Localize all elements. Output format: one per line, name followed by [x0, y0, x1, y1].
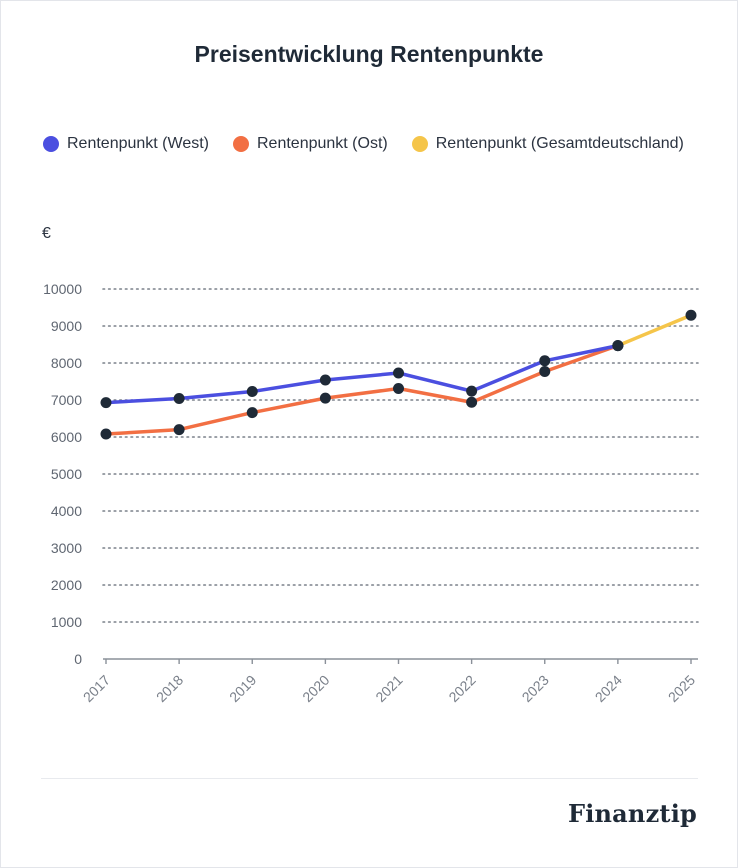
chart-title: Preisentwicklung Rentenpunkte: [194, 41, 544, 67]
x-tick-label: 2020: [299, 672, 332, 705]
series-line-2: [616, 313, 693, 348]
y-tick-label: 8000: [51, 355, 82, 371]
y-tick-label: 6000: [51, 429, 82, 445]
data-point-series1-2020[interactable]: [319, 392, 331, 404]
y-tick-label: 5000: [51, 466, 82, 482]
data-markers: [100, 309, 697, 440]
data-point-series1-2023[interactable]: [539, 366, 551, 378]
data-point-series0-2021[interactable]: [393, 367, 404, 379]
x-tick-labels: 2017 2018 2019 2020 2021 2022 2023 2024 2025: [80, 659, 698, 705]
legend-label-ost: Rentenpunkt (Ost): [257, 135, 388, 152]
legend-item-west[interactable]: Rentenpunkt (West): [43, 135, 209, 153]
data-point-series0-2022[interactable]: [466, 385, 478, 397]
x-tick-label: 2018: [153, 672, 186, 705]
y-tick-label: 3000: [51, 540, 82, 556]
data-point-series1-2018[interactable]: [173, 424, 185, 436]
data-point-series0-2019[interactable]: [246, 385, 258, 397]
data-point-series2-2024[interactable]: [612, 340, 624, 352]
legend-swatch-ost: [233, 136, 249, 152]
data-point-series0-2017[interactable]: [100, 397, 112, 409]
legend-swatch-gesamt: [411, 136, 428, 152]
data-point-series0-2018[interactable]: [173, 393, 185, 405]
y-tick-label: 1000: [51, 614, 82, 630]
y-tick-label: 4000: [51, 503, 82, 519]
chart-legend: Rentenpunkt (West) Rentenpunkt (Ost) Ren…: [43, 135, 684, 153]
x-tick-label: 2025: [665, 672, 698, 705]
x-tick-label: 2017: [80, 672, 113, 705]
y-tick-label: 0: [74, 651, 82, 667]
y-axis-unit-label: €: [42, 225, 51, 242]
gridlines: [102, 288, 699, 623]
data-point-series1-2021[interactable]: [393, 383, 404, 395]
series-line-0: [104, 343, 620, 405]
y-tick-label: 7000: [51, 392, 82, 408]
data-point-series1-2019[interactable]: [246, 407, 258, 419]
series-lines: [104, 313, 693, 436]
legend-item-gesamt[interactable]: Rentenpunkt (Gesamtdeutschland): [411, 135, 684, 153]
x-tick-label: 2019: [226, 672, 259, 705]
y-tick-labels: 0 1000 2000 3000 4000 5000 6000 7000 8000 9000 100…: [43, 281, 82, 667]
footer-divider: [41, 778, 698, 779]
x-tick-label: 2022: [445, 672, 478, 705]
data-point-series2-2025[interactable]: [685, 309, 697, 321]
finanztip-logo: Finanztip: [567, 799, 697, 828]
data-point-series0-2020[interactable]: [319, 374, 331, 386]
data-point-series0-2023[interactable]: [539, 355, 551, 367]
y-tick-label: 10000: [43, 281, 82, 297]
data-point-series1-2017[interactable]: [100, 428, 112, 440]
data-point-series1-2022[interactable]: [466, 396, 478, 408]
legend-label-west: Rentenpunkt (West): [67, 135, 209, 152]
legend-swatch-west: [43, 136, 59, 152]
y-tick-label: 2000: [51, 577, 82, 593]
x-tick-label: 2021: [372, 672, 405, 705]
legend-label-gesamt: Rentenpunkt (Gesamtdeutschland): [435, 135, 684, 152]
legend-item-ost[interactable]: Rentenpunkt (Ost): [233, 135, 388, 153]
series-line-1: [104, 343, 620, 436]
y-tick-label: 9000: [51, 318, 82, 334]
x-tick-label: 2023: [519, 672, 552, 705]
x-tick-label: 2024: [592, 672, 625, 705]
line-chart: 0 1000 2000 3000 4000 5000 6000 7000 8000 9000 100…: [43, 281, 699, 705]
